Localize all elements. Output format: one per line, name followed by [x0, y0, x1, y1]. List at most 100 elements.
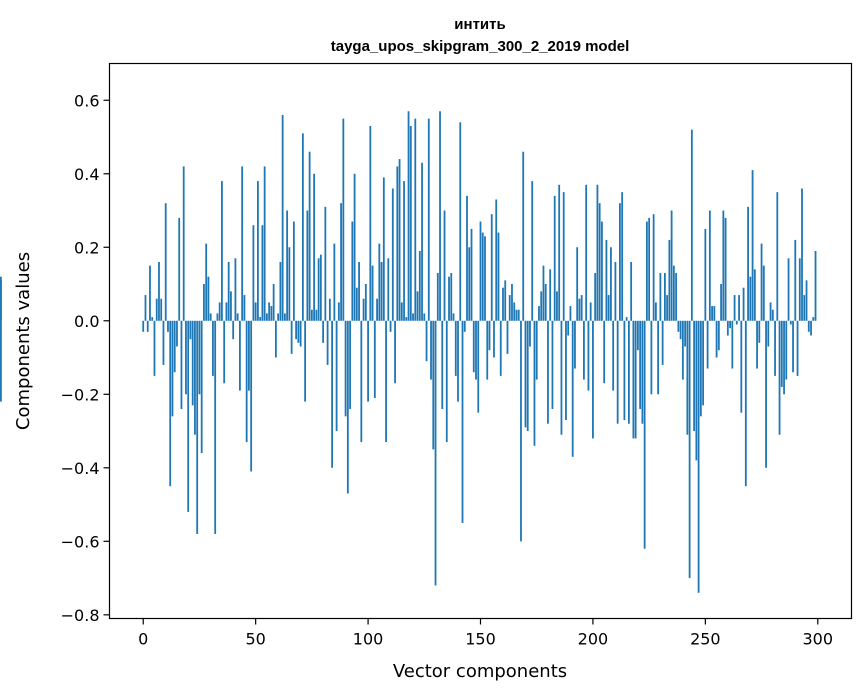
- bar-293: [801, 188, 803, 321]
- bar-216: [628, 320, 630, 424]
- bar-105: [378, 243, 381, 321]
- bar-143: [463, 320, 466, 332]
- bar-99: [364, 284, 367, 321]
- bar-249: [702, 320, 704, 406]
- x-tick-label-250: 250: [690, 630, 721, 649]
- bar-203: [598, 203, 601, 321]
- bar-37: [225, 302, 228, 321]
- bar-186: [560, 320, 563, 435]
- bar-2: [146, 320, 149, 332]
- bar-150: [479, 221, 482, 321]
- bar-138: [452, 313, 455, 321]
- bar-78: [317, 258, 320, 321]
- chart-subtitle: tayga_upos_skipgram_300_2_2019 model: [331, 38, 630, 55]
- bar-48: [250, 320, 253, 472]
- bar-58: [272, 284, 275, 321]
- bar-235: [670, 210, 673, 321]
- bar-161: [504, 280, 507, 321]
- bar-287: [787, 258, 790, 321]
- bar-18: [182, 166, 185, 321]
- bar-10: [164, 203, 167, 321]
- bar-259: [724, 217, 727, 321]
- bar-245: [693, 320, 696, 432]
- bar-15: [176, 320, 178, 347]
- bar-284: [780, 320, 783, 387]
- bar-62: [281, 114, 284, 321]
- bar-247: [697, 320, 700, 593]
- bar-170: [524, 320, 527, 428]
- bar-213: [621, 192, 624, 321]
- bar-205: [603, 320, 606, 384]
- bar-23: [194, 320, 196, 435]
- bar-206: [605, 239, 608, 321]
- bar-106: [380, 261, 383, 321]
- bar-241: [684, 320, 687, 347]
- bar-258: [722, 210, 725, 321]
- bar-77: [315, 309, 318, 321]
- bar-299: [814, 250, 817, 321]
- bar-118: [407, 111, 410, 321]
- bar-122: [416, 291, 419, 321]
- bar-102: [371, 265, 374, 321]
- bar-8: [160, 298, 163, 321]
- bar-291: [796, 320, 799, 376]
- bar-66: [290, 320, 293, 354]
- bar-115: [400, 302, 403, 321]
- bar-103: [373, 320, 376, 398]
- bar-4: [151, 317, 154, 321]
- bar-176: [538, 306, 540, 321]
- bar-55: [265, 313, 268, 321]
- y-tick-label-5: 0.2: [74, 238, 99, 257]
- bar-97: [360, 320, 363, 443]
- bar-151: [481, 232, 484, 321]
- bar-191: [571, 320, 574, 457]
- bar-153: [486, 320, 489, 380]
- bar-12: [169, 320, 172, 487]
- bar-89: [342, 118, 345, 321]
- bar-164: [511, 284, 513, 321]
- bar-211: [616, 320, 619, 424]
- bar-35: [221, 181, 223, 321]
- bar-242: [686, 320, 689, 435]
- bar-277: [765, 320, 767, 468]
- bar-217: [630, 261, 633, 321]
- bar-260: [726, 320, 729, 336]
- bar-65: [288, 247, 291, 321]
- bar-168: [520, 320, 522, 542]
- bar-278: [767, 320, 770, 347]
- bar-110: [389, 320, 392, 332]
- bar-152: [484, 236, 486, 321]
- bar-172: [529, 320, 531, 347]
- bar-81: [324, 206, 327, 321]
- bar-171: [526, 320, 529, 432]
- bar-283: [778, 320, 781, 435]
- bar-208: [610, 247, 612, 321]
- bar-112: [394, 320, 396, 384]
- bar-9: [162, 320, 165, 365]
- bar-246: [695, 320, 698, 461]
- bar-155: [490, 214, 493, 321]
- bar-61: [279, 261, 282, 321]
- bar-184: [556, 291, 558, 321]
- bar-127: [427, 118, 430, 321]
- bar-183: [553, 195, 556, 321]
- bar-274: [758, 320, 761, 343]
- bar-16: [178, 217, 181, 321]
- bar-182: [551, 320, 554, 409]
- bar-60: [277, 313, 280, 321]
- bar-275: [760, 243, 763, 321]
- bar-72: [304, 320, 307, 402]
- bar-41: [234, 258, 237, 321]
- bar-33: [216, 313, 219, 321]
- bar-undefined: [0, 280, 2, 321]
- bar-22: [191, 320, 194, 406]
- y-tick-label-1: −0.6: [61, 532, 100, 551]
- bar-108: [385, 320, 387, 443]
- bar-244: [690, 129, 693, 321]
- bar-248: [699, 320, 702, 417]
- bar-239: [679, 320, 682, 340]
- bar-135: [445, 320, 448, 443]
- bar-128: [430, 320, 432, 380]
- bar-167: [517, 309, 520, 321]
- bar-232: [663, 273, 666, 321]
